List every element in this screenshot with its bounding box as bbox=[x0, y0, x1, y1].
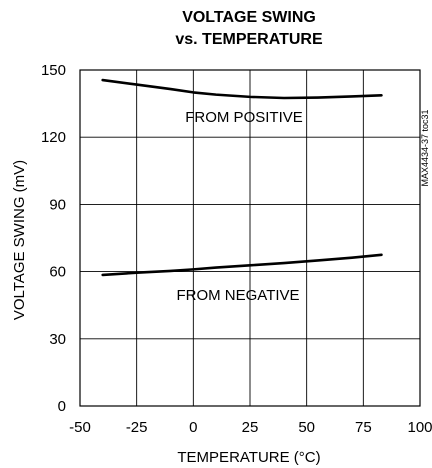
part-id-label: MAX4434-37 toc31 bbox=[420, 109, 430, 186]
y-tick-label: 120 bbox=[41, 129, 66, 146]
plot-border bbox=[79, 69, 421, 407]
x-tick-label: -50 bbox=[69, 419, 91, 436]
y-tick-label: 60 bbox=[49, 264, 66, 281]
y-tick-label: 30 bbox=[49, 331, 66, 348]
chart-title-line-2: vs. TEMPERATURE bbox=[175, 31, 323, 48]
x-tick-label: 100 bbox=[407, 419, 432, 436]
y-tick-label: 150 bbox=[41, 62, 66, 79]
series-lines bbox=[101, 78, 383, 277]
series-annotation-from-negative: FROM NEGATIVE bbox=[176, 287, 299, 304]
x-tick-label: 25 bbox=[242, 419, 259, 436]
x-tick-label: 0 bbox=[189, 419, 197, 436]
y-tick-labels: 0 30 60 90 120 150 bbox=[41, 62, 66, 415]
y-axis-label: VOLTAGE SWING (mV) bbox=[11, 160, 28, 320]
x-tick-label: -25 bbox=[126, 419, 148, 436]
y-tick-label: 0 bbox=[58, 398, 66, 415]
plot-frame bbox=[79, 69, 421, 407]
y-tick-label: 90 bbox=[49, 196, 66, 213]
x-axis-label: TEMPERATURE (°C) bbox=[177, 449, 320, 466]
chart-title-line-1: VOLTAGE SWING bbox=[182, 9, 316, 26]
series-line-from-positive bbox=[101, 78, 383, 100]
series-annotation-from-positive: FROM POSITIVE bbox=[185, 109, 303, 126]
x-tick-label: 50 bbox=[298, 419, 315, 436]
x-tick-labels: -50 -25 0 25 50 75 100 bbox=[69, 419, 432, 436]
series-line-from-negative bbox=[101, 253, 383, 277]
x-tick-label: 75 bbox=[355, 419, 372, 436]
